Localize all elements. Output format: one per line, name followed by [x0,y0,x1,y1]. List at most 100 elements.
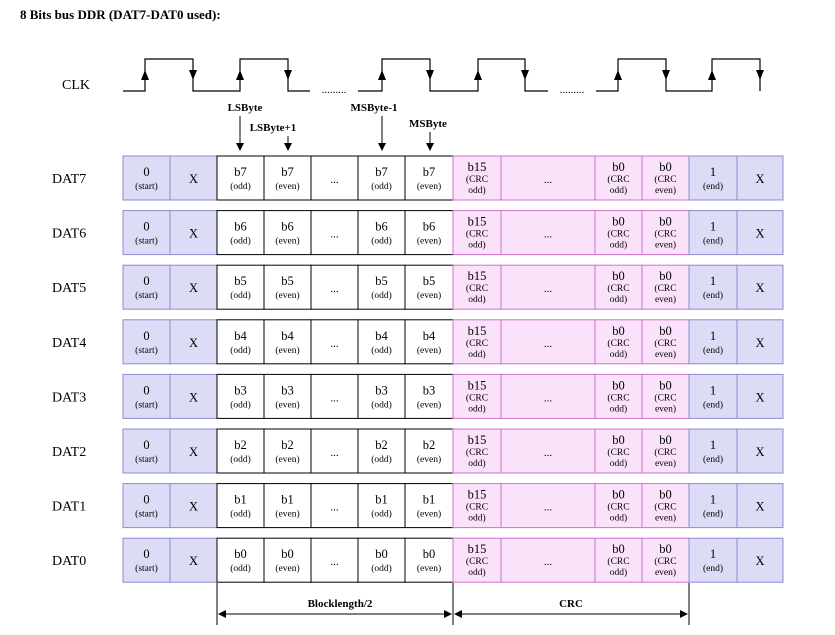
rising-edge-arrow-icon [614,70,622,80]
falling-edge-arrow-icon [662,70,670,80]
data-bit-cell [216,155,265,201]
data-bit-parity: (even) [417,290,441,301]
data-line-label: DAT6 [52,227,86,242]
start-bit-cell [122,537,171,583]
start-bit-value: 0 [143,165,149,179]
crc-bit-value: b15 [468,160,487,174]
data-bit-parity: (even) [275,399,299,410]
crc-bit-cell [641,210,690,256]
crc-gap-cell [500,537,596,583]
crc-gap-dots: ... [544,392,553,404]
crc-bit-parity: odd) [610,513,627,524]
data-bit-parity: (odd) [371,236,392,247]
crc-bit-cell [594,373,643,419]
start-bit-cell [122,373,171,419]
data-gap-cell [310,210,359,256]
data-line-row: DAT3 0 (start) X b3 (odd) b3 (even)... b3 (odd) b3… [52,373,784,419]
start-bit-value: 0 [143,383,149,397]
data-bit-value: b7 [375,165,388,179]
crc-bit-parity: odd) [468,403,485,414]
data-line-row: DAT1 0 (start) X b1 (odd) b1 (even)... b1 (odd) b1… [52,483,784,529]
clock-waveform: CLK.................. [62,58,764,96]
start-bit-note: (start) [135,563,158,574]
crc-bit-cell [452,537,502,583]
data-bit-cell [404,373,454,419]
start-bit-cell [122,155,171,201]
idle-cell [736,537,784,583]
crc-bit-parity: even) [655,567,676,578]
data-bit-value: b6 [423,220,436,234]
idle-cell-x: X [189,390,198,404]
falling-edge-arrow-icon [189,70,197,80]
marker-lsbyte: LSByte [228,102,263,114]
data-bit-value: b0 [281,547,294,561]
idle-cell [736,428,784,474]
crc-bit-value: b0 [659,433,672,447]
crc-bit-note: (CRC [466,283,488,294]
data-gap-dots: ... [330,283,339,295]
data-bit-cell [263,264,312,310]
end-bit-cell [688,537,738,583]
data-gap-cell [310,264,359,310]
crc-bit-parity: odd) [468,567,485,578]
start-bit-note: (start) [135,236,158,247]
idle-cell [169,537,218,583]
crc-bit-parity: even) [655,349,676,360]
crc-bit-parity: odd) [468,349,485,360]
byte-markers: LSByte LSByte+1 MSByte-1 MSByte [228,102,447,151]
data-bit-value: b2 [234,438,247,452]
data-bit-cell [357,264,406,310]
end-bit-note: (end) [703,454,723,465]
crc-bit-value: b0 [659,488,672,502]
crc-bit-value: b0 [612,160,625,174]
crc-gap-dots: ... [544,229,553,241]
start-bit-cell [122,428,171,474]
crc-bit-cell [594,155,643,201]
data-bit-parity: (even) [417,345,441,356]
marker-msbyte: MSByte [409,118,447,130]
idle-cell-x: X [755,281,764,295]
data-bit-cell [216,428,265,474]
data-gap-dots: ... [330,556,339,568]
crc-gap-dots: ... [544,502,553,514]
data-bit-cell [357,155,406,201]
crc-bit-cell [641,264,690,310]
crc-bit-note: (CRC [654,174,676,185]
clock-wave-segment [596,58,761,92]
crc-gap-cell [500,483,596,529]
data-lines: DAT7 0 (start) X b7 (odd) b7 (even)... b7 (odd) b7… [52,155,784,583]
end-bit-note: (end) [703,563,723,574]
data-bit-value: b5 [281,274,294,288]
data-bit-value: b1 [375,493,388,507]
falling-edge-arrow-icon [426,70,434,80]
crc-bit-value: b0 [659,378,672,392]
idle-cell [736,373,784,419]
crc-bit-parity: odd) [610,403,627,414]
idle-cell [169,155,218,201]
data-bit-parity: (odd) [230,563,251,574]
crc-bit-note: (CRC [466,556,488,567]
crc-bit-value: b0 [659,542,672,556]
rising-edge-arrow-icon [378,70,386,80]
data-line-label: DAT0 [52,554,86,569]
crc-bit-value: b0 [659,269,672,283]
data-line-label: DAT5 [52,281,86,296]
data-gap-dots: ... [330,338,339,350]
start-bit-note: (start) [135,509,158,520]
crc-gap-dots: ... [544,447,553,459]
data-bit-value: b1 [423,493,436,507]
data-bit-value: b6 [281,220,294,234]
crc-gap-cell [500,210,596,256]
data-line-row: DAT7 0 (start) X b7 (odd) b7 (even)... b7 (odd) b7… [52,155,784,201]
data-bit-parity: (odd) [371,290,392,301]
data-bit-cell [404,483,454,529]
crc-bit-value: b15 [468,215,487,229]
data-bit-value: b4 [234,329,247,343]
end-bit-note: (end) [703,236,723,247]
marker-lsbyte-plus1: LSByte+1 [250,122,297,134]
idle-cell-x: X [189,445,198,459]
data-bit-cell [216,373,265,419]
crc-bit-parity: odd) [468,458,485,469]
diagram-title: 8 Bits bus DDR (DAT7-DAT0 used): [20,7,221,22]
start-bit-note: (start) [135,345,158,356]
